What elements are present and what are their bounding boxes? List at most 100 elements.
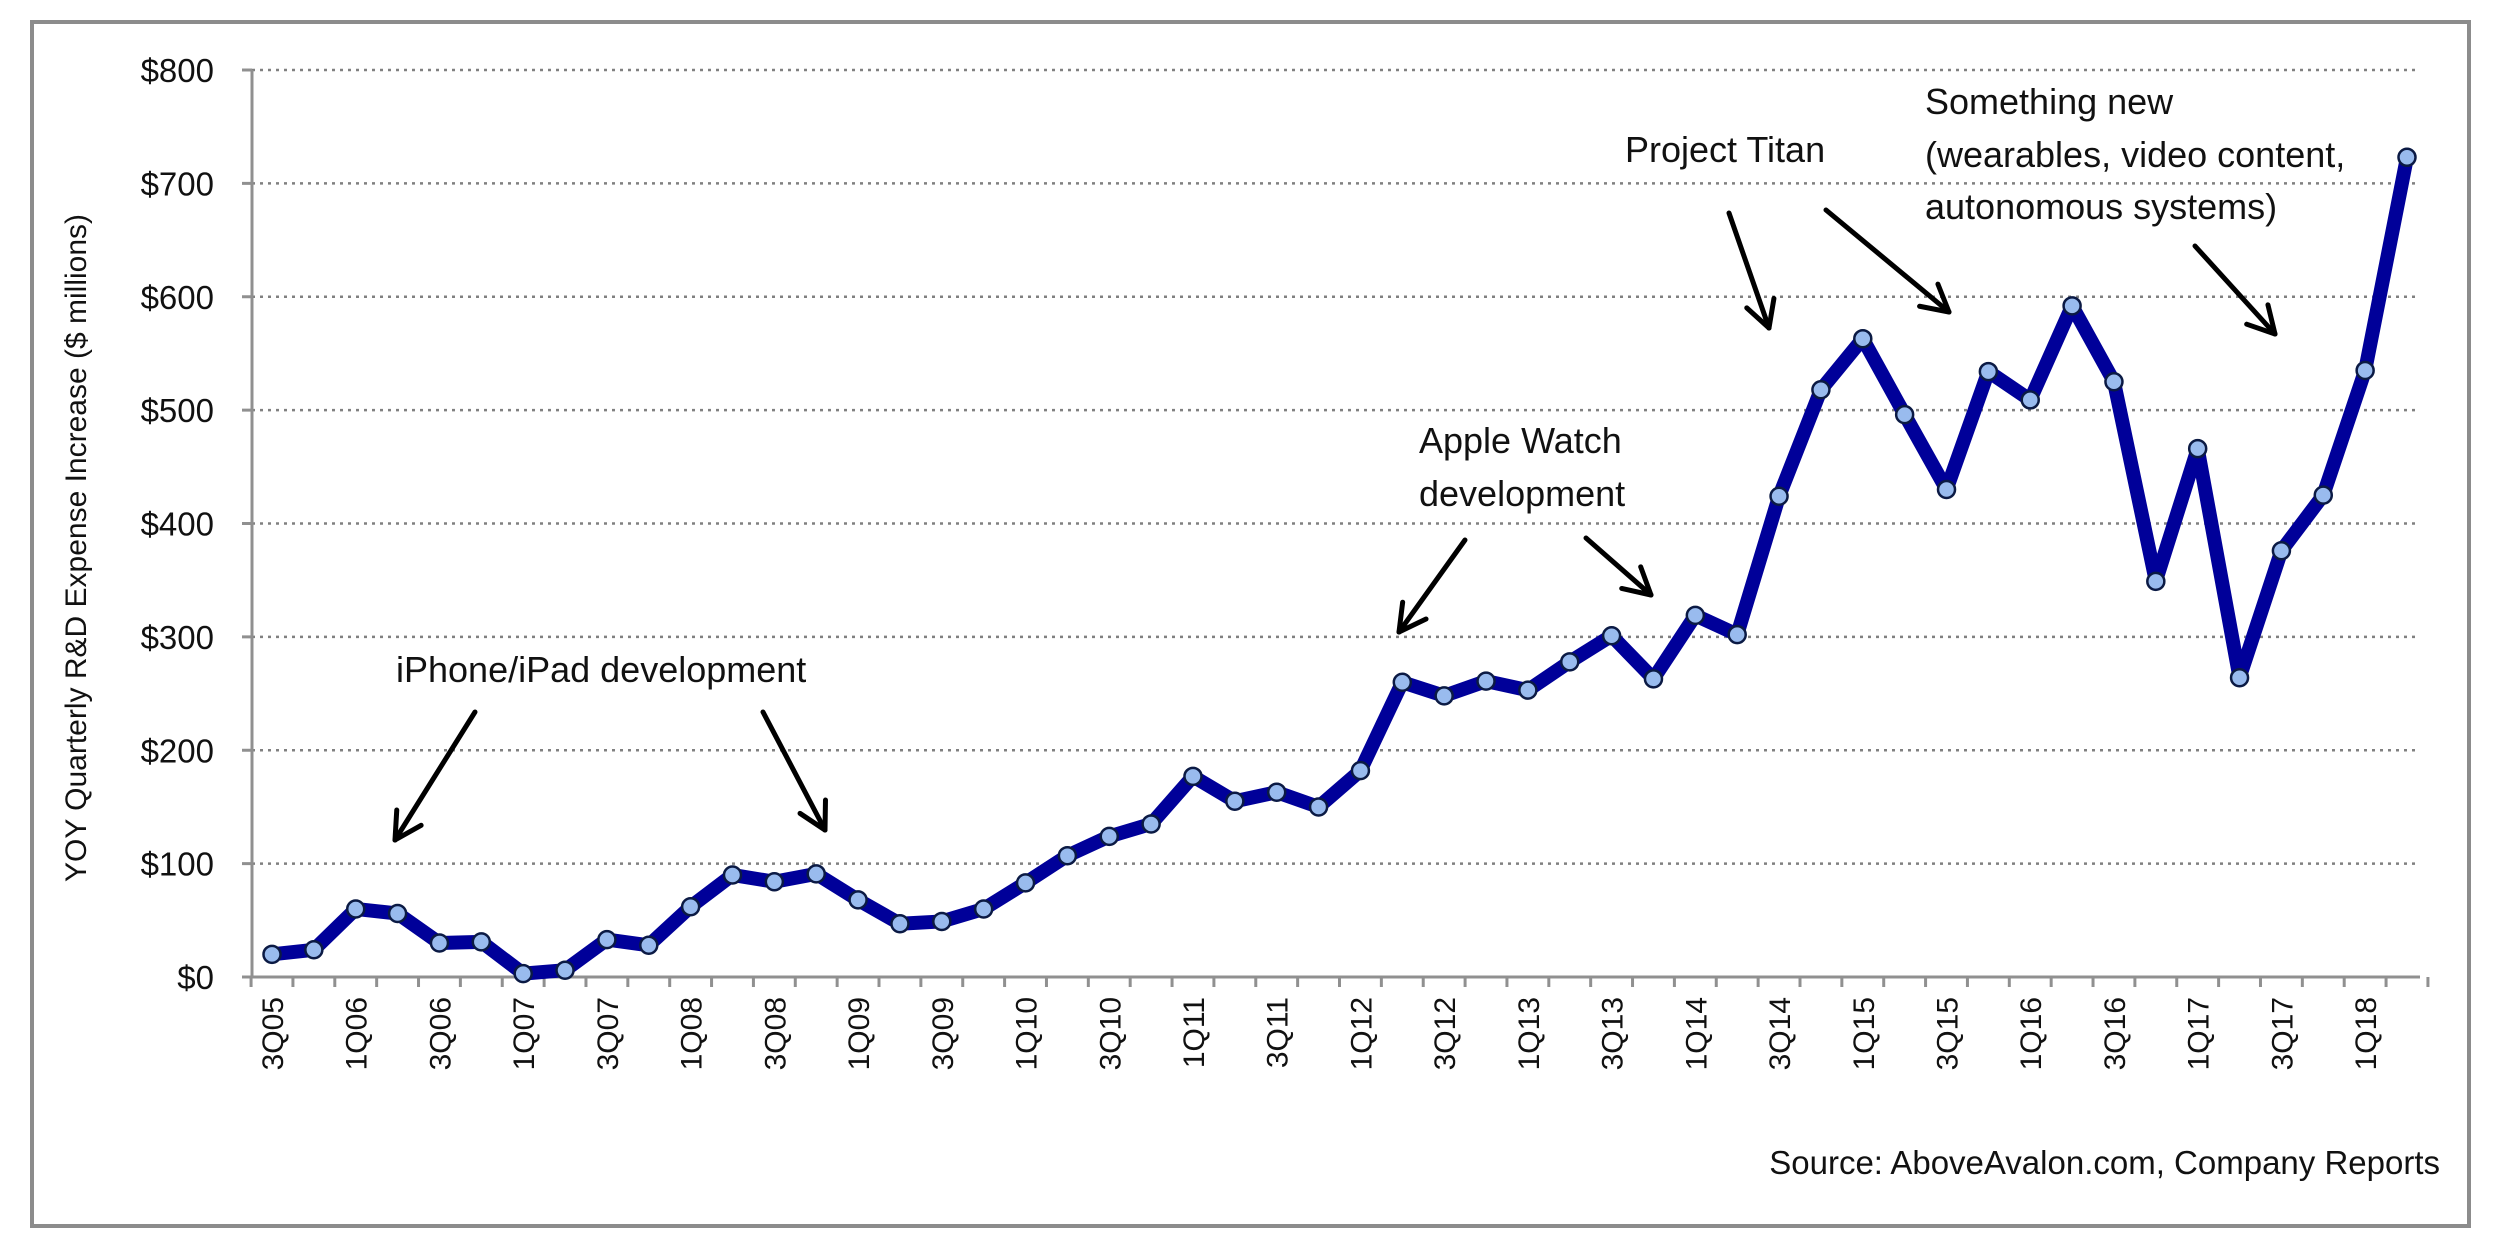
data-point (1350, 760, 1371, 781)
y-tick-label: $0 (177, 959, 214, 996)
data-point (1183, 766, 1203, 787)
data-point (1978, 361, 1999, 382)
annotation-watch-line2: development (1419, 473, 1625, 514)
data-point (1643, 669, 1664, 689)
data-point (1266, 782, 1287, 802)
y-tick-label: $500 (141, 392, 214, 429)
annotation-arrowhead (1744, 305, 1772, 331)
data-point (1601, 625, 1622, 646)
annotation-arrow (2192, 243, 2278, 337)
data-point (345, 899, 366, 919)
data-point (1559, 652, 1580, 672)
x-tick-label: 3Q16 (2099, 997, 2132, 1070)
annotation-arrowhead (1619, 585, 1654, 598)
data-point (1308, 797, 1329, 817)
data-point (429, 933, 450, 953)
annotation-arrowhead (1935, 281, 1952, 315)
x-tick-label: 1Q12 (1345, 997, 1378, 1070)
y-tick-label: $100 (141, 846, 214, 883)
annotation-arrowhead (392, 822, 424, 843)
data-point (1769, 486, 1789, 507)
data-point (2020, 390, 2040, 410)
annotation-iphone: iPhone/iPad development (396, 649, 806, 690)
data-point (262, 944, 282, 965)
data-point (764, 872, 785, 892)
x-tick-label: 1Q13 (1513, 997, 1546, 1070)
data-point (1936, 479, 1957, 500)
data-point (555, 960, 575, 980)
data-point (1476, 671, 1496, 691)
y-tick-labels: $0 $100 $200 $300 $400 $500 $600 $700 $800 (141, 52, 214, 996)
x-tick-label: 1Q07 (508, 997, 541, 1070)
x-tick-label: 1Q10 (1011, 997, 1044, 1070)
annotation-arrowhead (1396, 616, 1429, 635)
data-point (2313, 485, 2334, 505)
x-tick-label: 3Q08 (759, 997, 792, 1070)
annotation-arrowhead (1396, 599, 1406, 635)
y-tick-label: $800 (141, 52, 214, 89)
data-point (1392, 672, 1413, 692)
data-point (890, 913, 910, 934)
data-point (1853, 328, 1873, 349)
annotation-titan: Project Titan (1625, 129, 1825, 170)
data-point (387, 903, 408, 924)
x-tick-label: 3Q13 (1597, 997, 1630, 1070)
annotation-arrowhead (1917, 303, 1952, 315)
x-tick-label: 1Q18 (2350, 997, 2383, 1070)
data-point (2187, 438, 2208, 459)
annotation-arrows (392, 207, 2278, 843)
data-point (1811, 379, 1831, 400)
data-point (722, 865, 743, 885)
x-tick-label: 3Q15 (1932, 997, 1965, 1070)
x-tick-label: 3Q06 (424, 997, 457, 1070)
annotation-arrow (1726, 210, 1772, 331)
data-point (1015, 873, 1036, 893)
data-point (973, 899, 994, 919)
y-axis-label: YOY Quarterly R&D Expense Increase ($ mi… (60, 214, 93, 882)
series-points (262, 147, 2417, 984)
data-point (1894, 404, 1915, 425)
annotation-arrowhead (1766, 295, 1777, 331)
annotation-arrow (1823, 207, 1952, 315)
x-tick-label: 1Q15 (1848, 997, 1881, 1070)
annotation-new-line2: (wearables, video content, (1925, 134, 2345, 175)
data-point (2271, 540, 2292, 561)
series-line-path (265, 150, 2414, 981)
annotation-arrow (760, 709, 828, 833)
x-tick-label: 3Q07 (592, 997, 625, 1070)
data-point (1727, 624, 1747, 645)
x-tick-label: 3Q09 (927, 997, 960, 1070)
y-tick-label: $300 (141, 619, 214, 656)
chart-frame (30, 20, 2471, 1228)
x-tick-label: 1Q08 (676, 997, 709, 1070)
data-point (1057, 845, 1078, 866)
data-point (2062, 296, 2082, 316)
y-tick-label: $400 (141, 506, 214, 543)
x-tick-label: 3Q17 (2266, 997, 2299, 1070)
data-point (1434, 686, 1454, 706)
data-point (848, 890, 868, 910)
x-tick-label: 3Q14 (1764, 997, 1797, 1070)
data-point (304, 940, 324, 960)
annotation-arrow (1396, 537, 1468, 635)
axes (242, 68, 2430, 987)
annotation-arrow (1583, 535, 1654, 598)
data-point (597, 929, 617, 950)
data-point (1141, 814, 1161, 834)
x-tick-label: 3Q11 (1262, 997, 1295, 1068)
annotation-arrowhead (392, 807, 400, 843)
data-point (932, 911, 952, 932)
data-point (513, 963, 533, 984)
annotation-new-line3: autonomous systems) (1925, 186, 2277, 227)
data-point (2229, 667, 2250, 688)
x-tick-label: 1Q14 (1680, 997, 1713, 1070)
data-point (471, 932, 492, 952)
x-tick-label: 1Q09 (843, 997, 876, 1070)
data-point (2146, 571, 2166, 592)
data-point (806, 864, 826, 884)
annotation-watch-line1: Apple Watch (1419, 420, 1622, 461)
data-point (639, 935, 659, 956)
x-tick-label: 3Q10 (1094, 997, 1127, 1070)
annotation-arrowhead (1638, 564, 1654, 598)
